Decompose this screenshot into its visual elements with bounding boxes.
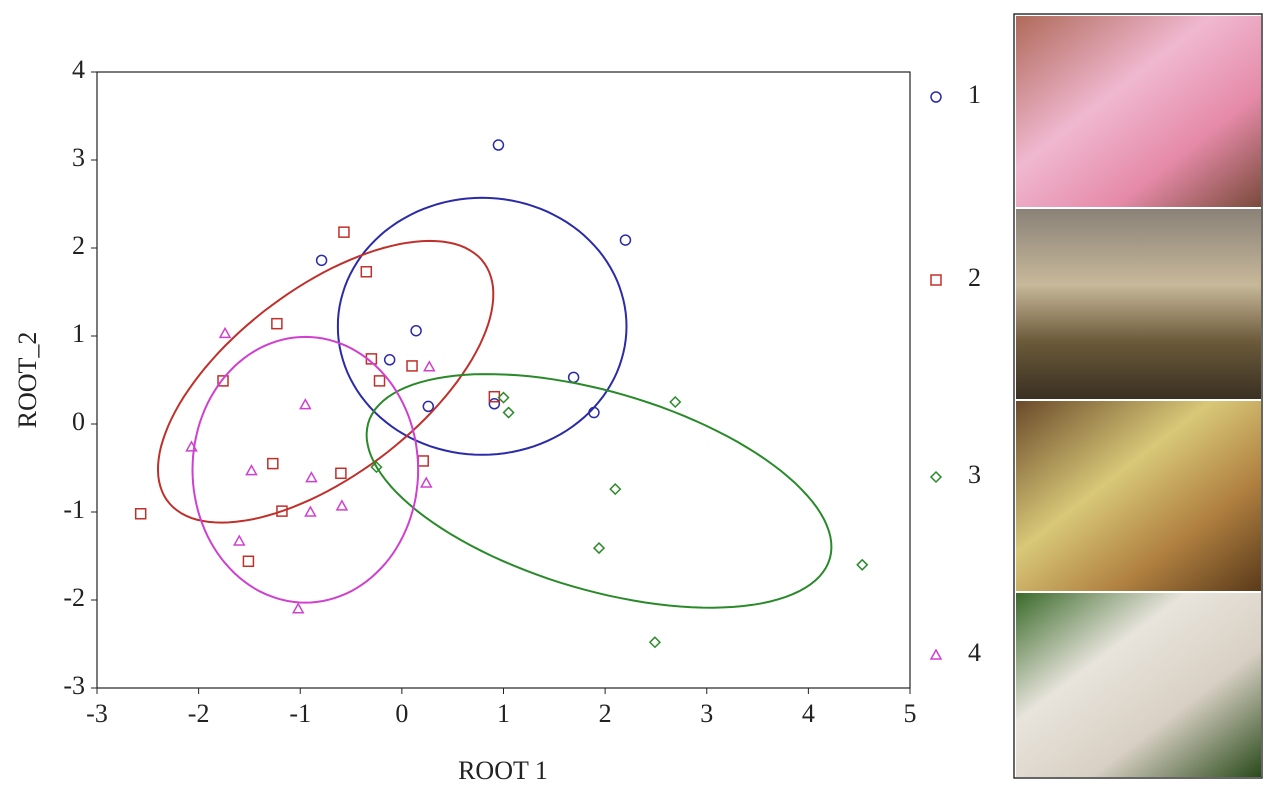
confidence-ellipse — [156, 239, 495, 524]
point — [360, 266, 373, 278]
point — [217, 375, 229, 387]
point — [335, 499, 349, 511]
y-tick-label: 2 — [72, 231, 85, 260]
point — [299, 398, 312, 410]
point — [370, 461, 383, 474]
legend-label: 4 — [968, 638, 981, 667]
y-tick-label: 1 — [72, 319, 85, 348]
y-tick-label: 3 — [72, 143, 85, 172]
point — [338, 226, 350, 238]
point — [856, 558, 869, 571]
x-tick-label: 5 — [904, 699, 917, 728]
point — [422, 400, 435, 413]
point — [245, 464, 258, 476]
x-tick-label: 4 — [802, 699, 815, 728]
x-tick-label: 3 — [700, 699, 713, 728]
legend-label: 3 — [968, 460, 981, 489]
point — [492, 139, 505, 151]
point — [419, 476, 433, 488]
point — [588, 406, 600, 419]
confidence-ellipse — [191, 335, 420, 604]
point — [276, 505, 288, 517]
point — [410, 324, 422, 337]
point — [218, 326, 232, 339]
point — [648, 636, 661, 649]
point — [134, 508, 147, 520]
x-tick-label: 1 — [497, 699, 510, 728]
point — [267, 457, 279, 470]
point — [233, 534, 246, 546]
legend-marker — [929, 470, 943, 484]
point — [291, 602, 305, 614]
point — [383, 354, 396, 366]
point — [373, 375, 386, 387]
legend-marker — [929, 648, 943, 660]
point — [242, 555, 255, 568]
point — [669, 395, 682, 409]
legend-label: 2 — [968, 263, 981, 292]
point — [417, 455, 429, 467]
x-tick-label: -1 — [289, 699, 311, 728]
x-tick-label: -2 — [188, 699, 210, 728]
y-axis-label: ROOT_2 — [13, 332, 42, 429]
y-tick-label: -2 — [63, 583, 85, 612]
legend-marker — [930, 91, 942, 103]
y-tick-label: 0 — [72, 407, 85, 436]
point — [619, 234, 632, 246]
x-tick-label: 2 — [599, 699, 612, 728]
point — [609, 483, 622, 496]
point — [497, 391, 510, 404]
y-tick-label: -1 — [63, 495, 85, 524]
photo — [1016, 401, 1261, 591]
x-tick-label: -3 — [86, 699, 108, 728]
point — [592, 542, 606, 555]
point — [271, 317, 283, 330]
confidence-ellipse — [365, 373, 833, 609]
x-axis-label: ROOT 1 — [458, 756, 548, 785]
x-tick-label: 0 — [395, 699, 408, 728]
photo-panel — [1013, 13, 1263, 779]
legend-label: 1 — [968, 80, 981, 109]
point — [335, 467, 347, 480]
point — [502, 406, 515, 419]
y-tick-label: 4 — [72, 55, 85, 84]
point — [488, 398, 501, 410]
photo — [1016, 593, 1261, 777]
photo-frame — [1013, 13, 1263, 779]
photo — [1016, 209, 1261, 399]
point — [567, 371, 580, 384]
confidence-ellipse — [336, 196, 628, 456]
y-tick-label: -3 — [63, 671, 85, 700]
point — [315, 254, 328, 267]
point — [185, 440, 198, 452]
point — [423, 360, 436, 372]
point — [305, 471, 318, 483]
point — [406, 360, 418, 372]
photo — [1016, 16, 1261, 207]
legend-marker — [930, 274, 942, 286]
point — [304, 505, 317, 517]
